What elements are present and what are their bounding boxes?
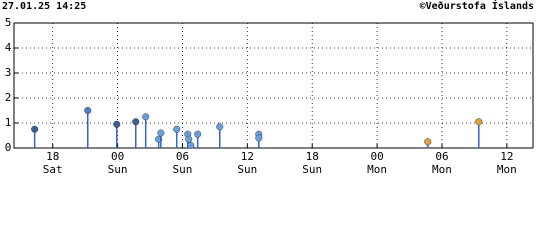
chart: 27.01.25 14:25 ©Veðurstofa Íslands 01234…	[2, 0, 534, 175]
quake-dot	[84, 106, 92, 115]
quake-dot	[187, 141, 195, 150]
x-tick-day: Mon	[497, 163, 517, 175]
chart-title: 27.01.25 14:25	[2, 1, 86, 12]
x-tick-day: Sun	[237, 163, 257, 175]
x-tick-label: 12	[241, 150, 254, 163]
quake-dot	[216, 123, 224, 131]
credit: ©Veðurstofa Íslands	[420, 0, 534, 12]
quake-dot	[113, 120, 121, 128]
x-tick-day: Mon	[432, 163, 452, 175]
quake-dot	[132, 118, 140, 126]
x-tick-label: 18	[306, 150, 319, 163]
x-tick-day: Sun	[302, 163, 322, 175]
quake-dot	[157, 129, 165, 137]
y-tick-label: 3	[5, 66, 12, 79]
y-tick-label: 2	[5, 91, 12, 104]
x-tick-label: 06	[435, 150, 448, 163]
x-tick-day: Sun	[173, 163, 193, 175]
plot-frame	[13, 22, 534, 149]
x-tick-label: 12	[500, 150, 513, 163]
x-tick-day: Mon	[367, 163, 387, 175]
x-tick-label: 00	[370, 150, 383, 163]
x-tick-label: 06	[176, 150, 189, 163]
quake-dot	[142, 113, 150, 121]
quake-dot	[173, 125, 181, 133]
y-tick-label: 4	[5, 41, 12, 54]
quake-dot	[185, 135, 193, 143]
y-tick-label: 0	[5, 141, 12, 154]
y-tick-label: 5	[5, 16, 12, 29]
quake-dot	[194, 130, 202, 138]
quake-dot	[31, 125, 39, 133]
quake-dot	[255, 134, 263, 142]
quake-dot	[424, 138, 432, 146]
x-tick-label: 18	[46, 150, 59, 163]
y-tick-label: 1	[5, 116, 12, 129]
x-tick-label: 00	[111, 150, 124, 163]
x-tick-day: Sat	[43, 163, 63, 175]
quake-dot	[475, 118, 483, 126]
x-tick-day: Sun	[108, 163, 128, 175]
